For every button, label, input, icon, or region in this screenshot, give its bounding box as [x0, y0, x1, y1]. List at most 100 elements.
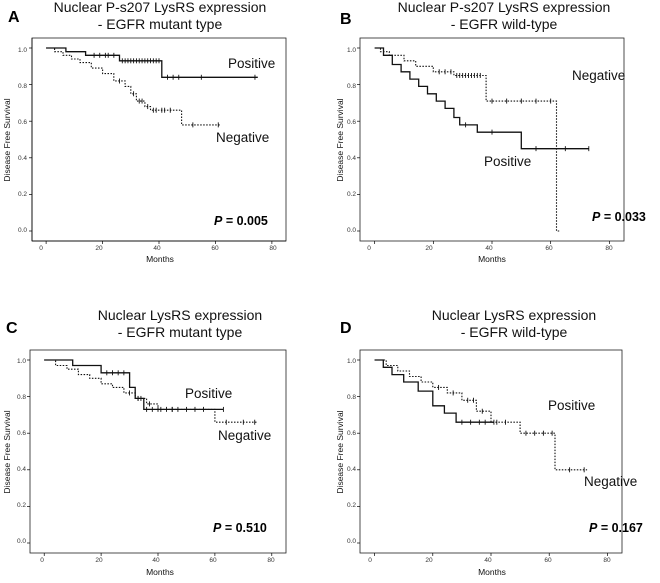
- y-axis-label: Disease Free Survival: [335, 410, 345, 493]
- x-tick-label: 20: [95, 557, 103, 564]
- y-tick-label: 0.8: [17, 394, 26, 401]
- p-symbol: P: [592, 210, 601, 224]
- y-tick-label: 0.8: [18, 83, 27, 90]
- y-tick-label: 0.4: [18, 155, 27, 162]
- y-ticks: 0.0 0.2 0.4 0.6 0.8 1.0: [17, 358, 26, 545]
- survival-line-negative: [374, 47, 560, 232]
- series-label-positive: Positive: [484, 154, 531, 169]
- chart-title-line2: - EGFR mutant type: [118, 324, 243, 340]
- y-tick-label: 0.4: [17, 466, 26, 473]
- survival-curves: [29, 47, 273, 244]
- panel-a: A Nuclear P-s207 LysRS expression - EGFR…: [2, 0, 287, 264]
- x-axis-label: Months: [478, 254, 506, 264]
- y-tick-label: 0.8: [347, 83, 356, 90]
- y-tick-label: 0.0: [347, 538, 356, 545]
- x-ticks: 0 20 40 60 80: [367, 245, 613, 252]
- x-tick-label: 20: [95, 245, 103, 252]
- series-label-negative: Negative: [216, 130, 269, 145]
- chart-title-line2: - EGFR mutant type: [98, 16, 223, 32]
- panel-letter: C: [6, 320, 18, 337]
- x-tick-label: 0: [368, 557, 372, 564]
- x-tick-label: 0: [367, 245, 371, 252]
- survival-line-negative: [374, 359, 588, 471]
- y-tick-label: 1.0: [347, 47, 356, 54]
- survival-line-negative: [44, 359, 258, 423]
- series-label-negative: Negative: [218, 428, 271, 443]
- x-tick-label: 60: [544, 557, 552, 564]
- y-tick-label: 1.0: [18, 47, 27, 54]
- y-tick-label: 0.0: [18, 227, 27, 234]
- panel-c: C Nuclear LysRS expression - EGFR mutant…: [2, 307, 287, 577]
- p-symbol: P: [214, 214, 223, 228]
- panel-letter: D: [340, 320, 352, 337]
- survival-line-positive: [374, 359, 494, 423]
- y-tick-label: 1.0: [17, 358, 26, 365]
- plot-frame: [359, 349, 623, 554]
- x-axis-label: Months: [146, 567, 174, 577]
- x-tick-label: 60: [209, 557, 217, 564]
- x-ticks: 0 20 40 60 80: [40, 557, 275, 564]
- y-ticks: 0.0 0.2 0.4 0.6 0.8 1.0: [18, 47, 27, 234]
- x-tick-label: 40: [152, 557, 160, 564]
- chart-title-line2: - EGFR wild-type: [461, 324, 568, 340]
- y-tick-label: 0.6: [347, 119, 356, 126]
- y-tick-label: 0.0: [17, 538, 26, 545]
- p-value: P = 0.005: [214, 214, 268, 228]
- x-tick-label: 20: [425, 557, 433, 564]
- x-tick-label: 0: [39, 245, 43, 252]
- chart-title-line1: Nuclear LysRS expression: [432, 307, 596, 323]
- chart-title-line1: Nuclear LysRS expression: [98, 307, 262, 323]
- series-label-negative: Negative: [572, 68, 625, 83]
- y-axis-label: Disease Free Survival: [2, 98, 12, 181]
- x-tick-label: 80: [603, 557, 611, 564]
- x-tick-label: 20: [425, 245, 433, 252]
- y-tick-label: 0.4: [347, 155, 356, 162]
- x-ticks: 0 20 40 60 80: [39, 245, 277, 252]
- survival-line-positive: [46, 47, 258, 78]
- panel-letter: A: [8, 9, 20, 26]
- y-tick-label: 0.6: [347, 430, 356, 437]
- x-tick-label: 80: [605, 245, 613, 252]
- y-tick-label: 0.4: [347, 466, 356, 473]
- p-value: P = 0.167: [589, 521, 643, 535]
- p-value-text: = 0.510: [225, 521, 267, 535]
- x-tick-label: 80: [267, 557, 275, 564]
- y-tick-label: 0.2: [347, 191, 356, 198]
- chart-title-line2: - EGFR wild-type: [451, 16, 558, 32]
- x-tick-label: 60: [211, 245, 219, 252]
- p-symbol: P: [213, 521, 222, 535]
- series-label-positive: Positive: [185, 386, 232, 401]
- x-ticks: 0 20 40 60 80: [368, 557, 611, 564]
- panel-b: B Nuclear P-s207 LysRS expression - EGFR…: [335, 0, 646, 264]
- series-label-positive: Positive: [548, 398, 595, 413]
- y-tick-label: 0.6: [17, 430, 26, 437]
- y-tick-label: 1.0: [347, 358, 356, 365]
- x-tick-label: 40: [484, 557, 492, 564]
- x-tick-label: 60: [545, 245, 553, 252]
- panel-letter: B: [340, 11, 352, 28]
- p-value: P = 0.510: [213, 521, 267, 535]
- chart-title-line1: Nuclear P-s207 LysRS expression: [398, 0, 611, 15]
- survival-curves: [357, 359, 608, 556]
- y-tick-label: 0.2: [18, 191, 27, 198]
- x-axis-label: Months: [478, 567, 506, 577]
- y-tick-label: 0.8: [347, 394, 356, 401]
- y-tick-label: 0.6: [18, 119, 27, 126]
- y-tick-label: 0.2: [17, 502, 26, 509]
- y-axis-label: Disease Free Survival: [2, 410, 12, 493]
- series-label-negative: Negative: [584, 474, 637, 489]
- chart-title-line1: Nuclear P-s207 LysRS expression: [54, 0, 267, 15]
- y-axis-label: Disease Free Survival: [335, 98, 345, 181]
- x-tick-label: 80: [269, 245, 277, 252]
- x-tick-label: 40: [485, 245, 493, 252]
- panel-d: D Nuclear LysRS expression - EGFR wild-t…: [335, 307, 643, 577]
- survival-line-positive: [44, 359, 224, 411]
- y-ticks: 0.0 0.2 0.4 0.6 0.8 1.0: [347, 47, 356, 234]
- y-tick-label: 0.0: [347, 227, 356, 234]
- survival-line-positive: [374, 47, 589, 150]
- survival-curves: [357, 47, 610, 244]
- p-value: P = 0.033: [592, 210, 646, 224]
- p-symbol: P: [589, 521, 598, 535]
- series-label-positive: Positive: [228, 56, 275, 71]
